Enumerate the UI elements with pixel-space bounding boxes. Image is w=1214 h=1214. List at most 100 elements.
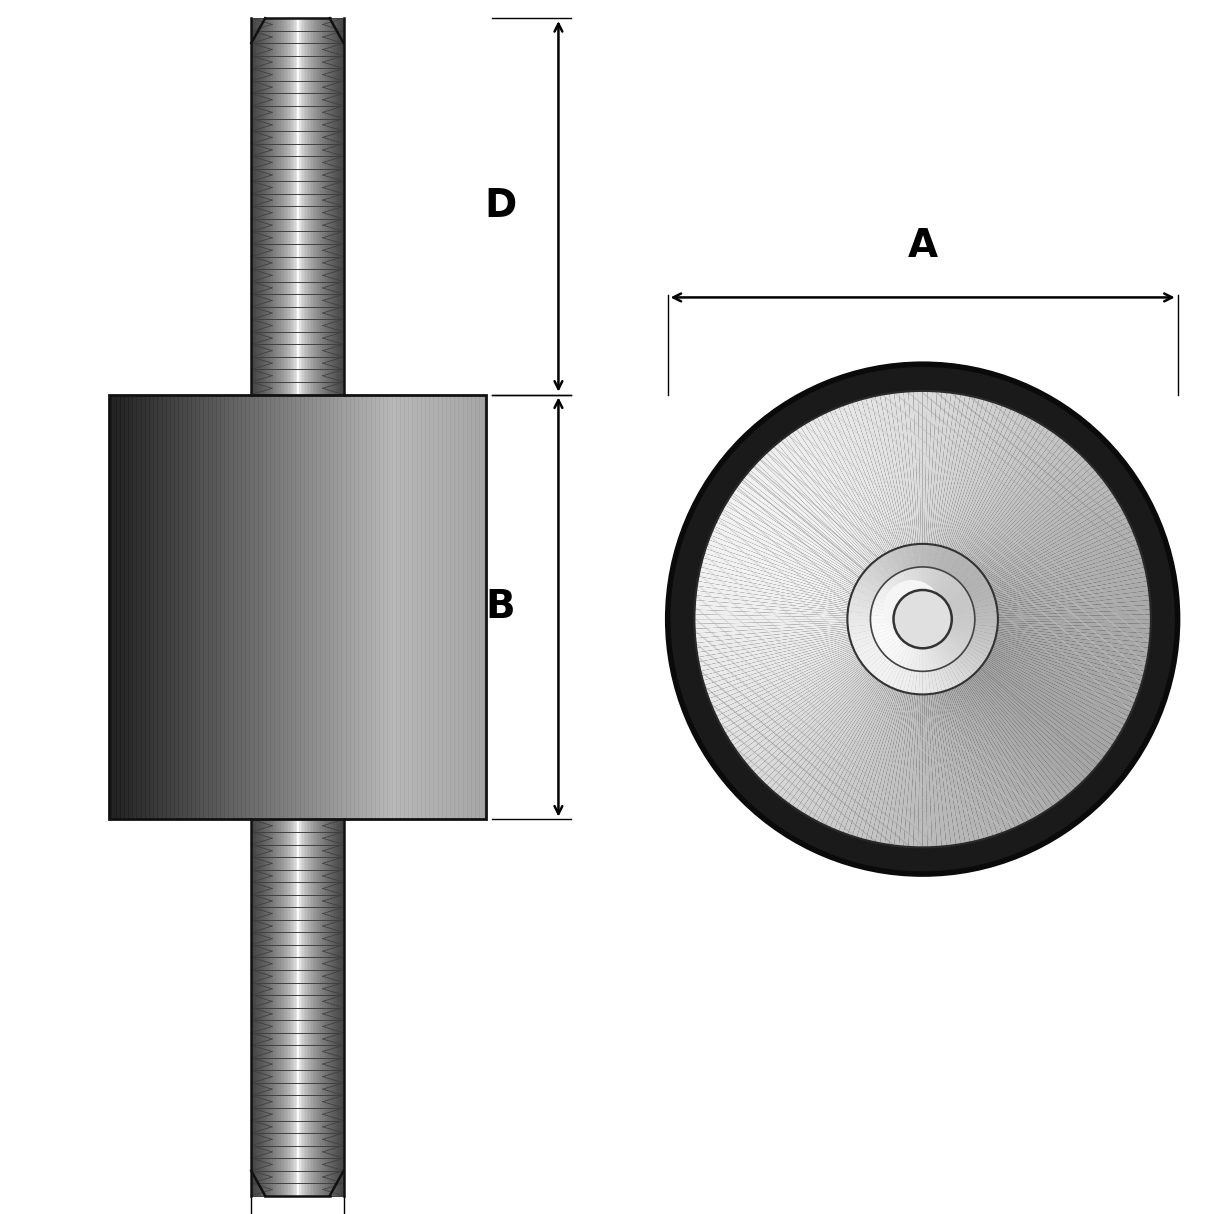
Polygon shape: [334, 819, 336, 1196]
Wedge shape: [805, 619, 923, 817]
Polygon shape: [311, 819, 313, 1196]
Wedge shape: [923, 391, 942, 619]
Wedge shape: [886, 579, 923, 619]
Wedge shape: [908, 619, 923, 847]
Wedge shape: [923, 544, 930, 619]
Polygon shape: [304, 18, 305, 395]
Polygon shape: [342, 819, 344, 1196]
Wedge shape: [919, 544, 923, 619]
Wedge shape: [703, 554, 923, 619]
Polygon shape: [163, 395, 165, 819]
Wedge shape: [923, 600, 1151, 619]
Wedge shape: [923, 619, 937, 847]
Wedge shape: [923, 619, 1116, 745]
Wedge shape: [889, 619, 923, 688]
Polygon shape: [279, 18, 280, 395]
Polygon shape: [401, 395, 404, 819]
Wedge shape: [698, 619, 923, 666]
Wedge shape: [847, 619, 923, 623]
Polygon shape: [363, 395, 367, 819]
Wedge shape: [719, 514, 923, 619]
Wedge shape: [923, 619, 953, 664]
Wedge shape: [923, 619, 983, 666]
Wedge shape: [856, 582, 923, 619]
Polygon shape: [278, 18, 279, 395]
Polygon shape: [119, 395, 121, 819]
Wedge shape: [847, 612, 923, 619]
Wedge shape: [923, 405, 1006, 619]
Wedge shape: [881, 554, 923, 619]
Wedge shape: [907, 545, 923, 619]
Wedge shape: [923, 544, 935, 619]
Wedge shape: [857, 578, 923, 619]
Polygon shape: [288, 18, 290, 395]
Wedge shape: [699, 567, 923, 619]
Wedge shape: [923, 589, 968, 619]
Polygon shape: [331, 395, 335, 819]
Wedge shape: [923, 619, 1151, 629]
Wedge shape: [923, 619, 946, 692]
Wedge shape: [872, 603, 923, 619]
Polygon shape: [307, 819, 308, 1196]
Wedge shape: [885, 552, 923, 619]
Wedge shape: [834, 619, 923, 832]
Polygon shape: [328, 18, 330, 395]
Wedge shape: [870, 611, 923, 619]
Wedge shape: [889, 550, 923, 619]
Polygon shape: [212, 395, 216, 819]
Wedge shape: [923, 416, 1033, 619]
Polygon shape: [316, 819, 317, 1196]
Wedge shape: [694, 619, 923, 639]
Wedge shape: [923, 619, 964, 685]
Wedge shape: [714, 619, 923, 716]
Wedge shape: [725, 501, 923, 619]
Text: A: A: [908, 227, 937, 266]
Polygon shape: [135, 395, 137, 819]
Wedge shape: [847, 619, 923, 836]
Wedge shape: [736, 484, 923, 619]
Polygon shape: [464, 395, 466, 819]
Wedge shape: [923, 619, 1129, 721]
Wedge shape: [830, 409, 923, 619]
Polygon shape: [335, 395, 339, 819]
Wedge shape: [923, 600, 972, 619]
Polygon shape: [274, 819, 276, 1196]
Polygon shape: [284, 819, 285, 1196]
Wedge shape: [923, 619, 1049, 812]
Wedge shape: [900, 619, 923, 692]
Polygon shape: [265, 18, 267, 395]
Wedge shape: [914, 619, 923, 671]
Wedge shape: [923, 463, 1093, 619]
Polygon shape: [398, 395, 401, 819]
Wedge shape: [923, 590, 1150, 619]
Wedge shape: [784, 435, 923, 619]
Wedge shape: [885, 393, 923, 619]
Wedge shape: [793, 619, 923, 810]
Polygon shape: [216, 395, 219, 819]
Wedge shape: [923, 619, 947, 846]
Wedge shape: [923, 619, 1105, 761]
Wedge shape: [869, 563, 923, 619]
Wedge shape: [738, 619, 923, 758]
Polygon shape: [262, 18, 263, 395]
Wedge shape: [700, 562, 923, 619]
Wedge shape: [812, 619, 923, 822]
Wedge shape: [849, 619, 923, 635]
Wedge shape: [923, 619, 942, 847]
Wedge shape: [843, 619, 923, 835]
Polygon shape: [263, 18, 265, 395]
Wedge shape: [694, 614, 923, 619]
Wedge shape: [762, 619, 923, 785]
Wedge shape: [923, 600, 997, 619]
Wedge shape: [923, 619, 960, 686]
Wedge shape: [923, 429, 1053, 619]
Wedge shape: [890, 392, 923, 619]
Wedge shape: [750, 619, 923, 772]
Wedge shape: [923, 548, 949, 619]
Wedge shape: [923, 619, 952, 846]
Wedge shape: [700, 619, 923, 676]
Polygon shape: [268, 819, 270, 1196]
Wedge shape: [923, 517, 1129, 619]
Wedge shape: [923, 615, 998, 619]
Polygon shape: [410, 395, 414, 819]
